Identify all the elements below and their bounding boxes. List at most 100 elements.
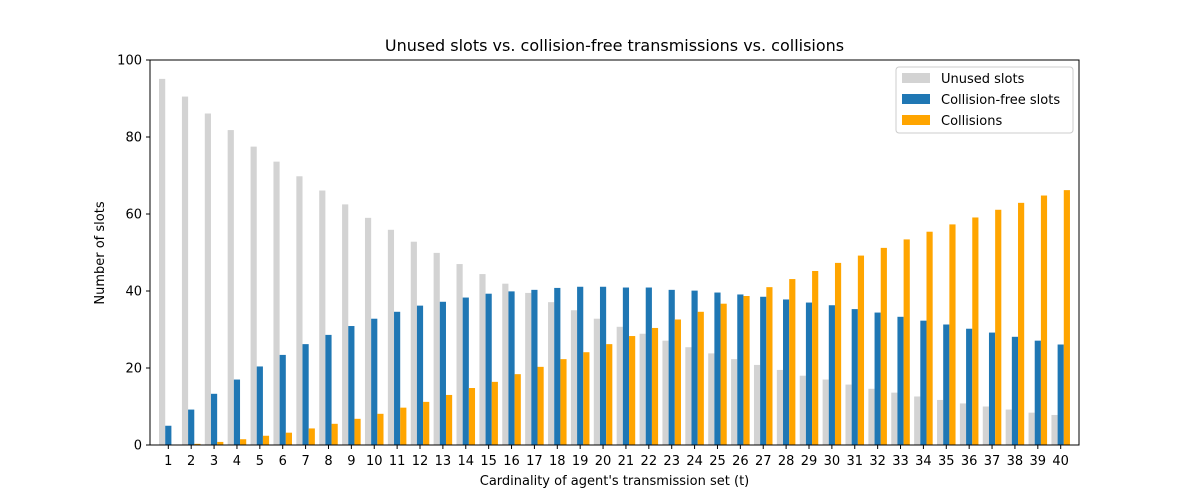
bar-collisions-32 bbox=[880, 247, 887, 445]
x-tick-label: 26 bbox=[732, 454, 749, 469]
bar-collision-free-slots-37 bbox=[988, 332, 996, 445]
bar-collision-free-slots-22 bbox=[645, 287, 652, 445]
x-tick-label: 24 bbox=[686, 454, 703, 469]
x-tick-label: 11 bbox=[389, 454, 406, 469]
bar-collisions-31 bbox=[857, 255, 865, 445]
bar-collisions-38 bbox=[1018, 202, 1025, 445]
bar-collisions-25 bbox=[720, 303, 727, 445]
bar-collision-free-slots-12 bbox=[416, 305, 424, 445]
x-tick-label: 13 bbox=[435, 454, 452, 469]
bar-collisions-5 bbox=[262, 435, 270, 445]
bar-collisions-34 bbox=[926, 231, 933, 445]
bar-collision-free-slots-23 bbox=[668, 289, 675, 445]
bar-collisions-39 bbox=[1040, 195, 1048, 445]
bar-unused-slots-31 bbox=[845, 384, 852, 445]
bar-unused-slots-38 bbox=[1005, 409, 1012, 445]
bars-layer bbox=[159, 78, 1070, 446]
bar-collision-free-slots-29 bbox=[805, 302, 813, 445]
bar-collision-free-slots-24 bbox=[691, 290, 698, 445]
x-tick-label: 39 bbox=[1030, 454, 1047, 469]
bar-collision-free-slots-38 bbox=[1011, 336, 1019, 445]
bar-collision-free-slots-1 bbox=[165, 425, 172, 445]
bar-collision-free-slots-20 bbox=[599, 286, 607, 445]
x-tick-label: 20 bbox=[595, 454, 612, 469]
x-tick-label: 4 bbox=[233, 454, 241, 469]
x-tick-label: 33 bbox=[892, 454, 909, 469]
x-tick-label: 40 bbox=[1052, 454, 1069, 469]
bar-collision-free-slots-6 bbox=[279, 354, 286, 445]
bar-collision-free-slots-18 bbox=[554, 287, 561, 445]
bar-collisions-17 bbox=[537, 366, 544, 445]
bar-unused-slots-39 bbox=[1028, 412, 1035, 445]
bar-collision-free-slots-21 bbox=[622, 287, 630, 445]
bar-collisions-11 bbox=[400, 407, 407, 445]
bar-unused-slots-4 bbox=[227, 130, 234, 445]
y-tick-label: 100 bbox=[117, 54, 142, 69]
bar-collision-free-slots-15 bbox=[485, 293, 492, 445]
bar-collisions-37 bbox=[995, 209, 1002, 445]
bar-collisions-13 bbox=[445, 394, 453, 445]
bar-collision-free-slots-2 bbox=[188, 409, 195, 445]
x-tick-label: 36 bbox=[961, 454, 978, 469]
x-tick-label: 8 bbox=[324, 454, 332, 469]
bar-collisions-6 bbox=[285, 432, 292, 445]
y-tick-label: 20 bbox=[125, 362, 142, 377]
x-tick-label: 17 bbox=[526, 454, 543, 469]
legend-label: Unused slots bbox=[941, 72, 1025, 87]
bar-unused-slots-20 bbox=[593, 318, 600, 445]
bar-unused-slots-16 bbox=[502, 283, 509, 445]
bar-collision-free-slots-5 bbox=[256, 366, 263, 445]
bar-unused-slots-36 bbox=[959, 403, 967, 445]
bar-collision-free-slots-31 bbox=[851, 309, 858, 445]
bar-collisions-19 bbox=[583, 352, 590, 445]
bar-collision-free-slots-25 bbox=[714, 292, 721, 445]
bar-unused-slots-13 bbox=[433, 252, 440, 445]
legend: Unused slots Collision-free slots Collisio… bbox=[895, 66, 1074, 134]
bar-collision-free-slots-40 bbox=[1057, 344, 1064, 445]
bar-collision-free-slots-30 bbox=[828, 305, 835, 445]
bar-collision-free-slots-33 bbox=[897, 316, 904, 445]
bar-collisions-14 bbox=[468, 388, 476, 445]
bar-collision-free-slots-4 bbox=[233, 379, 241, 445]
bar-collisions-40 bbox=[1063, 190, 1070, 445]
x-tick-label: 29 bbox=[801, 454, 818, 469]
bar-collisions-16 bbox=[514, 374, 521, 445]
bar-collisions-12 bbox=[423, 401, 430, 445]
bar-unused-slots-35 bbox=[937, 399, 944, 445]
bar-collision-free-slots-13 bbox=[439, 301, 446, 445]
legend-swatch bbox=[902, 94, 930, 104]
bar-unused-slots-5 bbox=[250, 146, 257, 446]
bar-collision-free-slots-11 bbox=[394, 311, 401, 445]
legend-label: Collisions bbox=[941, 114, 1002, 129]
x-tick-label: 7 bbox=[301, 454, 309, 469]
bar-unused-slots-30 bbox=[822, 379, 829, 445]
bar-collision-free-slots-27 bbox=[760, 296, 767, 445]
bar-collisions-21 bbox=[629, 336, 636, 445]
legend-label: Collision-free slots bbox=[941, 93, 1060, 108]
x-tick-label: 14 bbox=[457, 454, 474, 469]
x-tick-label: 19 bbox=[572, 454, 589, 469]
bar-collision-free-slots-28 bbox=[783, 299, 790, 445]
x-tick-label: 10 bbox=[366, 454, 383, 469]
legend-swatch bbox=[902, 115, 930, 125]
bar-unused-slots-2 bbox=[181, 96, 189, 445]
bar-collisions-8 bbox=[331, 423, 338, 445]
bar-collisions-22 bbox=[651, 327, 659, 445]
x-tick-label: 21 bbox=[618, 454, 635, 469]
x-tick-label: 6 bbox=[279, 454, 287, 469]
y-tick-label: 60 bbox=[125, 208, 142, 223]
x-tick-label: 18 bbox=[549, 454, 566, 469]
x-tick-label: 28 bbox=[778, 454, 795, 469]
bar-unused-slots-28 bbox=[776, 369, 784, 445]
bar-collision-free-slots-3 bbox=[210, 393, 218, 445]
bar-collision-free-slots-26 bbox=[737, 294, 744, 445]
x-tick-label: 32 bbox=[869, 454, 886, 469]
bar-collisions-9 bbox=[354, 418, 361, 445]
plot-frame bbox=[149, 59, 1080, 446]
bar-unused-slots-17 bbox=[525, 292, 532, 445]
x-tick-label: 9 bbox=[347, 454, 355, 469]
x-tick-label: 25 bbox=[709, 454, 726, 469]
bar-unused-slots-33 bbox=[891, 392, 898, 445]
